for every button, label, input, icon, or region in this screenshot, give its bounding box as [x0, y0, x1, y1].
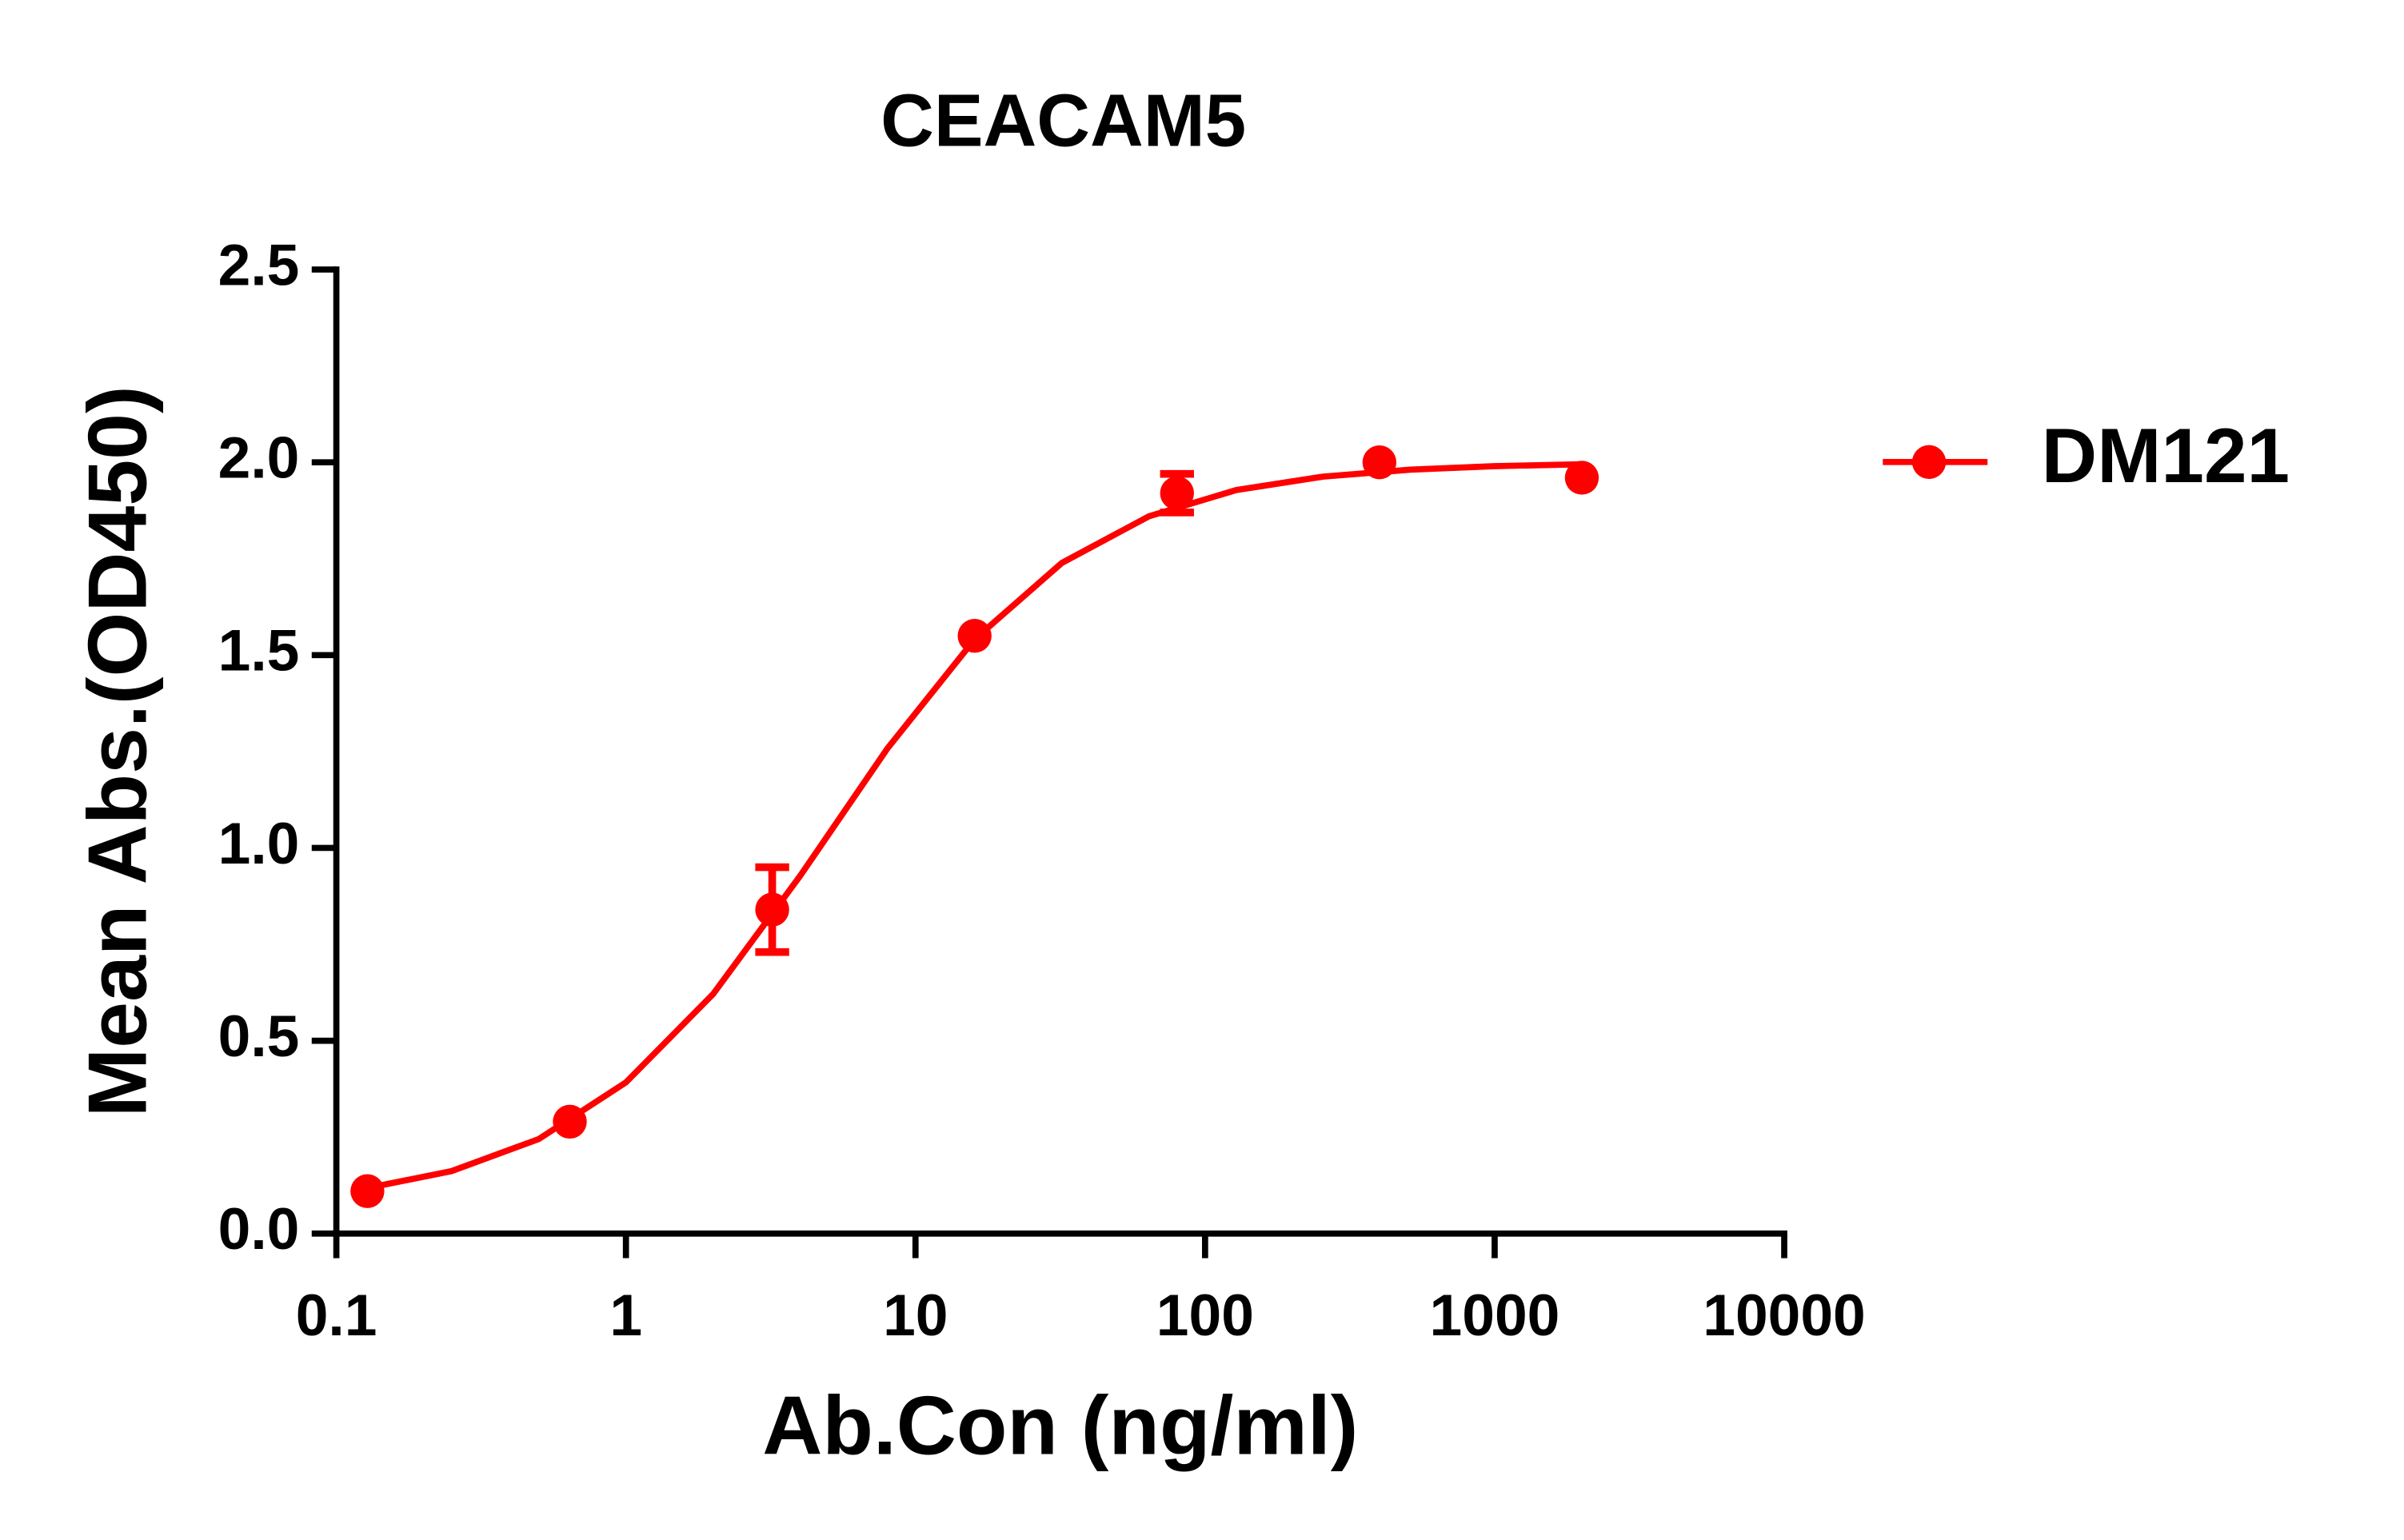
- y-tick-label: 1.5: [218, 618, 300, 684]
- data-point: [755, 892, 789, 927]
- data-point: [1160, 476, 1194, 510]
- x-tick-label: 10: [883, 1283, 948, 1348]
- x-tick-label: 0.1: [296, 1283, 377, 1348]
- x-tick-label: 1000: [1430, 1283, 1560, 1348]
- data-point: [957, 619, 992, 653]
- y-tick-label: 2.5: [218, 232, 300, 297]
- x-tick-label: 10000: [1703, 1283, 1865, 1348]
- data-point: [1564, 461, 1599, 495]
- y-tick-label: 0.0: [218, 1196, 300, 1262]
- data-point: [553, 1104, 587, 1139]
- data-point: [350, 1174, 385, 1208]
- data-point: [1362, 445, 1397, 480]
- y-tick-label: 1.0: [218, 811, 300, 876]
- y-tick-label: 2.0: [218, 425, 300, 491]
- chart-title: CEACAM5: [881, 78, 1246, 162]
- y-axis-label: Mean Abs.(OD450): [71, 385, 164, 1117]
- y-tick-label: 0.5: [218, 1003, 300, 1069]
- legend-marker: [1911, 445, 1947, 479]
- x-tick-label: 1: [609, 1283, 642, 1348]
- x-tick-label: 100: [1156, 1283, 1254, 1348]
- legend-label: DM121: [2042, 413, 2290, 499]
- fit-curve: [366, 461, 1583, 1191]
- x-axis-label: Ab.Con (ng/ml): [762, 1380, 1358, 1473]
